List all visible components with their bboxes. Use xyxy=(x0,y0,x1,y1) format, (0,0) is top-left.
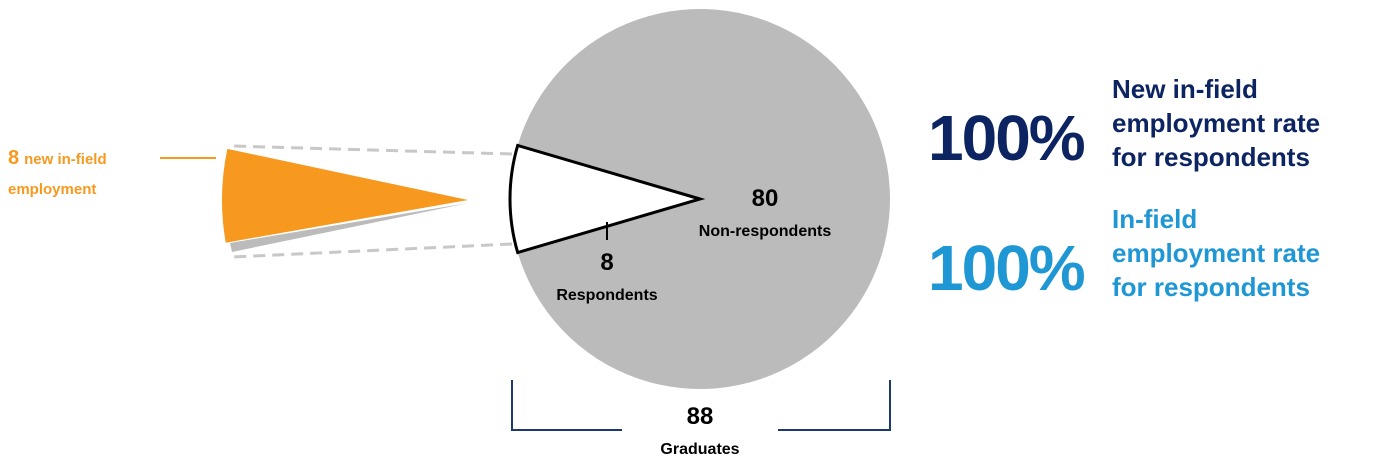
slice-value: 80 xyxy=(752,185,779,212)
stat-value: 100% xyxy=(928,232,1085,304)
breakout-value: 8 xyxy=(8,147,19,169)
stat-value: 100% xyxy=(928,102,1085,174)
connector xyxy=(231,144,513,156)
stat-text: In-field xyxy=(1112,204,1197,234)
total-value: 88 xyxy=(687,403,714,430)
stat-text: employment rate xyxy=(1112,238,1320,268)
breakout-wedge xyxy=(221,148,468,243)
stat-text: for respondents xyxy=(1112,272,1310,302)
connector xyxy=(231,242,513,259)
breakout-sliver xyxy=(230,203,468,252)
slice-value: 8 xyxy=(600,249,613,276)
breakout-text: new in-field xyxy=(24,151,107,168)
slice-label: Respondents xyxy=(556,287,657,304)
stat-text: for respondents xyxy=(1112,142,1310,172)
breakout-text: employment xyxy=(8,181,96,198)
breakout-label: 8 new in-field xyxy=(8,147,107,169)
slice-label: Non-respondents xyxy=(699,223,832,240)
stat-text: New in-field xyxy=(1112,74,1258,104)
pie-slice xyxy=(508,143,706,255)
total-bracket xyxy=(511,380,891,431)
total-label: Graduates xyxy=(660,441,739,458)
stat-text: employment rate xyxy=(1112,108,1320,138)
